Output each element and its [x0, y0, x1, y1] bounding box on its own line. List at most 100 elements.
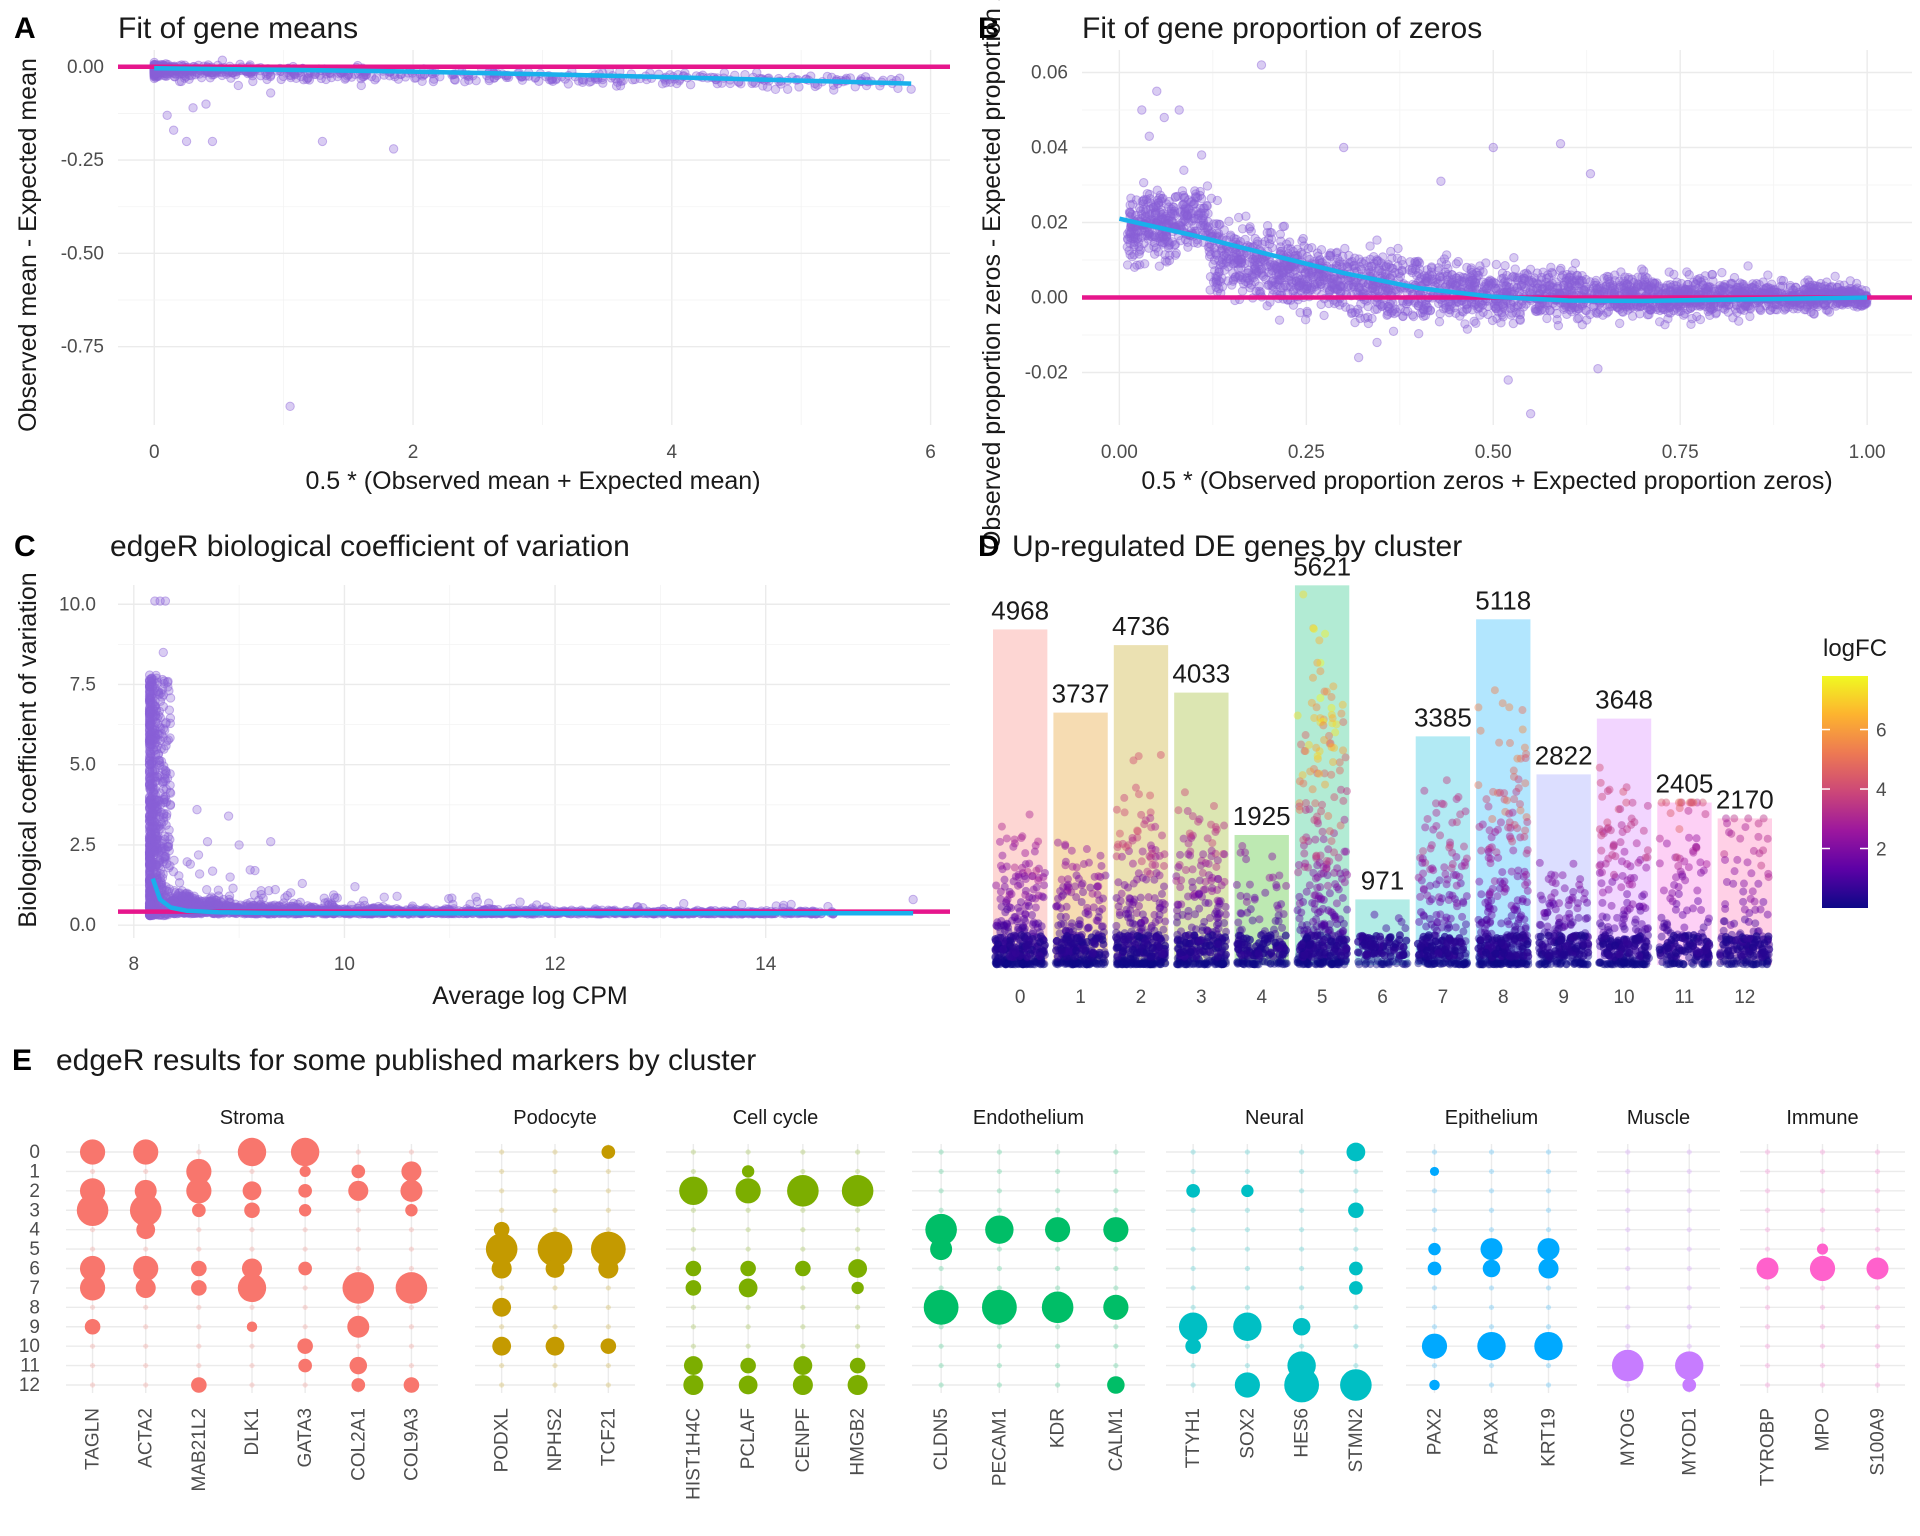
- data-point: [1552, 308, 1562, 319]
- data-point: [1686, 319, 1696, 330]
- data-point: [1506, 299, 1516, 310]
- data-point: [1489, 301, 1500, 312]
- data-point: [1278, 282, 1289, 293]
- data-point: [1267, 242, 1277, 253]
- data-point: [1593, 307, 1604, 317]
- data-point: [1196, 150, 1207, 160]
- data-point: [164, 705, 175, 715]
- data-point: [1638, 266, 1649, 276]
- data-point: [1413, 301, 1423, 311]
- panel-c-plot: 8 10 12 140.02.55.07.510.0: [59, 585, 950, 975]
- data-point: [1353, 352, 1364, 363]
- data-point: [1312, 248, 1323, 258]
- data-point: [1298, 233, 1308, 244]
- data-point: [1441, 250, 1452, 260]
- data-point: [1262, 221, 1273, 231]
- data-point: [1249, 272, 1259, 283]
- data-point: [1192, 193, 1203, 203]
- data-point: [1343, 259, 1354, 269]
- data-point: [1215, 219, 1225, 230]
- data-point: [1512, 282, 1522, 293]
- panel-a-title: Fit of gene means: [118, 12, 358, 45]
- data-point: [1333, 284, 1343, 295]
- data-point: [1340, 302, 1351, 312]
- x-tick-label: 6: [925, 442, 936, 463]
- data-point: [1555, 139, 1566, 149]
- data-point: [1189, 221, 1199, 231]
- y-tick-label: -0.25: [61, 150, 104, 171]
- data-point: [196, 72, 207, 83]
- data-point: [1205, 285, 1215, 295]
- data-point: [1283, 243, 1293, 254]
- data-point: [1203, 242, 1214, 252]
- data-point: [1393, 243, 1403, 254]
- data-point: [1435, 272, 1445, 282]
- data-point: [1163, 218, 1174, 229]
- data-point: [149, 72, 159, 82]
- data-point: [248, 76, 258, 87]
- x-tick-label: 0.00: [1101, 442, 1138, 463]
- data-point: [1387, 253, 1397, 263]
- data-point: [1365, 241, 1375, 251]
- y-tick-label: 0.00: [1031, 288, 1068, 309]
- data-point: [1149, 231, 1160, 242]
- data-point: [1487, 315, 1498, 326]
- data-point: [417, 76, 427, 87]
- data-point: [1616, 267, 1626, 277]
- data-point: [1546, 262, 1556, 273]
- x-tick-label: 1.00: [1849, 442, 1886, 463]
- data-point: [762, 82, 773, 92]
- data-point: [657, 79, 668, 89]
- panel-a-xlabel: 0.5 * (Observed mean + Expected mean): [305, 467, 760, 495]
- data-point: [737, 899, 747, 910]
- data-point: [1131, 195, 1142, 205]
- data-point: [1370, 284, 1380, 294]
- data-point: [515, 897, 525, 907]
- data-point: [1830, 271, 1840, 282]
- data-point: [1275, 229, 1286, 239]
- data-point: [1720, 304, 1730, 315]
- data-point: [1561, 276, 1571, 286]
- data-point: [1460, 319, 1470, 329]
- data-point: [1206, 193, 1217, 203]
- data-point: [1639, 275, 1650, 285]
- data-point: [1559, 302, 1569, 313]
- panel-a-plot: 0 2 4 60.00-0.25-0.50-0.75: [61, 50, 950, 463]
- data-point: [1250, 255, 1261, 266]
- data-point: [1861, 286, 1871, 296]
- data-point: [1122, 242, 1132, 252]
- data-point: [1125, 229, 1136, 239]
- data-point: [205, 73, 215, 83]
- data-point: [1642, 302, 1653, 313]
- data-point: [1324, 285, 1335, 295]
- data-point: [276, 74, 286, 85]
- data-point: [1278, 221, 1288, 232]
- data-point: [1144, 131, 1154, 141]
- data-point: [1179, 165, 1189, 175]
- data-point: [1567, 303, 1577, 313]
- data-point: [1372, 256, 1382, 267]
- panel-c-title: edgeR biological coefficient of variatio…: [110, 530, 630, 563]
- data-point: [217, 55, 228, 65]
- data-point: [1769, 285, 1779, 296]
- data-point: [168, 125, 179, 135]
- data-point: [1478, 267, 1488, 277]
- data-point: [1567, 266, 1578, 276]
- data-point: [829, 85, 839, 95]
- data-point: [1252, 239, 1263, 249]
- data-point: [356, 73, 366, 84]
- data-point: [1256, 60, 1267, 70]
- data-point: [1491, 259, 1502, 270]
- data-point: [1152, 86, 1162, 96]
- data-point: [1354, 262, 1365, 272]
- data-point: [1503, 375, 1513, 385]
- data-point: [321, 74, 331, 85]
- data-point: [169, 71, 180, 82]
- data-point: [1660, 319, 1670, 330]
- data-point: [346, 72, 357, 82]
- data-point: [1363, 312, 1373, 322]
- data-point: [1396, 255, 1407, 266]
- data-point: [1556, 263, 1566, 274]
- data-point: [1333, 276, 1343, 286]
